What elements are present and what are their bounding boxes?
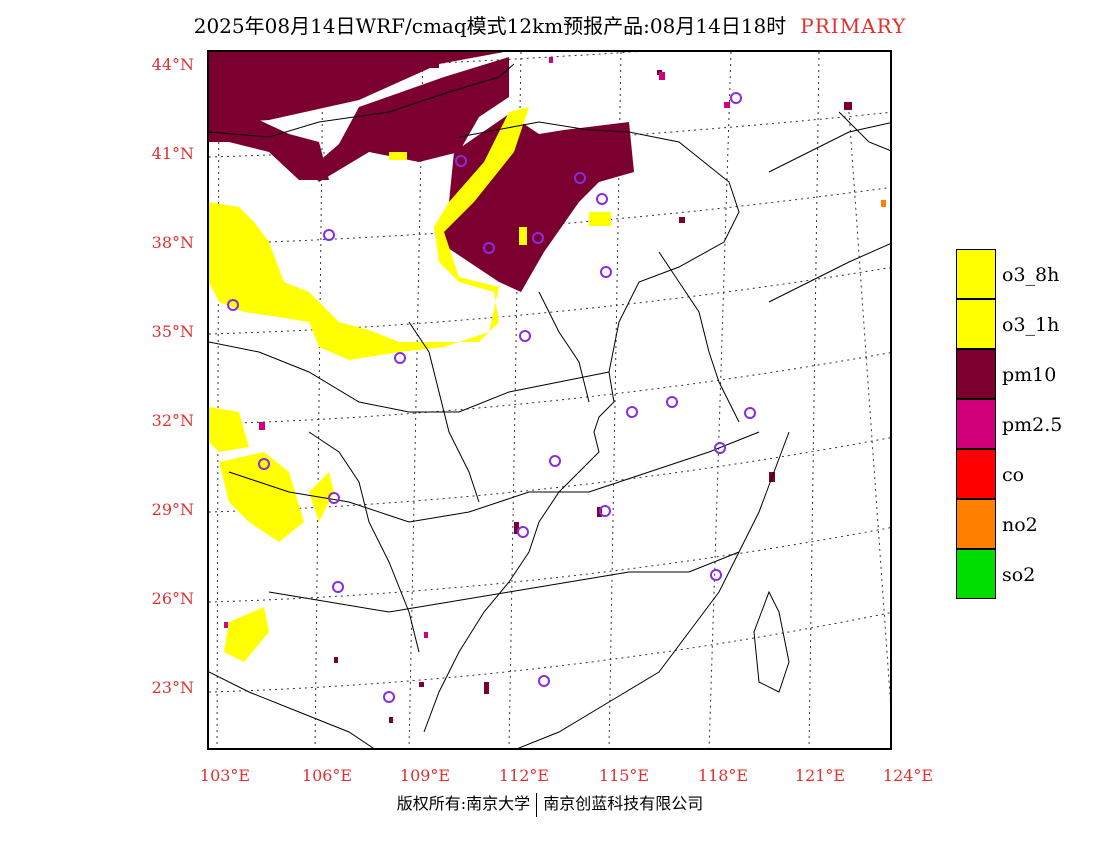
- legend-label-so2: so2: [1002, 564, 1036, 586]
- legend-label-o3-1h: o3_1h: [1002, 314, 1060, 336]
- legend-swatch-co: [956, 449, 996, 499]
- station-markers: [227, 92, 756, 703]
- lat-label: 38°N: [151, 233, 194, 252]
- boundaries: [209, 63, 890, 748]
- lon-label: 109°E: [399, 766, 451, 785]
- lat-label: 41°N: [151, 144, 194, 163]
- lat-label: 32°N: [151, 411, 194, 430]
- legend-swatch-pm10: [956, 349, 996, 399]
- copyright-footer: 版权所有:南京大学 南京创蓝科技有限公司: [0, 790, 1100, 817]
- legend-label-o3-8h: o3_8h: [1002, 264, 1060, 286]
- lat-label: 44°N: [151, 55, 194, 74]
- legend-label-no2: no2: [1002, 514, 1038, 536]
- lat-label: 23°N: [151, 678, 194, 697]
- footer-right: 南京创蓝科技有限公司: [543, 794, 704, 813]
- pm25-areas: [224, 57, 730, 638]
- lon-label: 103°E: [199, 766, 251, 785]
- footer-left: 版权所有:南京大学: [396, 794, 531, 813]
- lat-label: 26°N: [151, 589, 194, 608]
- legend-swatch-o3-1h: [956, 299, 996, 349]
- legend-swatch-no2: [956, 499, 996, 549]
- lon-label: 115°E: [598, 766, 650, 785]
- forecast-map: [207, 50, 892, 750]
- lon-label: 112°E: [498, 766, 550, 785]
- title-primary: PRIMARY: [800, 14, 907, 38]
- lon-label: 106°E: [301, 766, 353, 785]
- no2-dot: [881, 200, 886, 207]
- lon-label: 124°E: [882, 766, 934, 785]
- lon-label: 121°E: [794, 766, 846, 785]
- lon-label: 118°E: [697, 766, 749, 785]
- map-canvas: [209, 52, 890, 748]
- legend-label-pm10: pm10: [1002, 364, 1057, 386]
- legend-swatch-so2: [956, 549, 996, 599]
- footer-divider: [536, 792, 538, 817]
- lat-label: 29°N: [151, 500, 194, 519]
- title-main: 2025年08月14日WRF/cmaq模式12km预报产品:08月14日18时: [193, 14, 787, 38]
- legend-swatch-o3-8h: [956, 249, 996, 299]
- legend-label-co: co: [1002, 464, 1025, 486]
- map-title: 2025年08月14日WRF/cmaq模式12km预报产品:08月14日18时 P…: [0, 10, 1100, 39]
- lat-label: 35°N: [151, 322, 194, 341]
- legend-label-pm25: pm2.5: [1002, 414, 1063, 436]
- legend-swatch-pm25: [956, 399, 996, 449]
